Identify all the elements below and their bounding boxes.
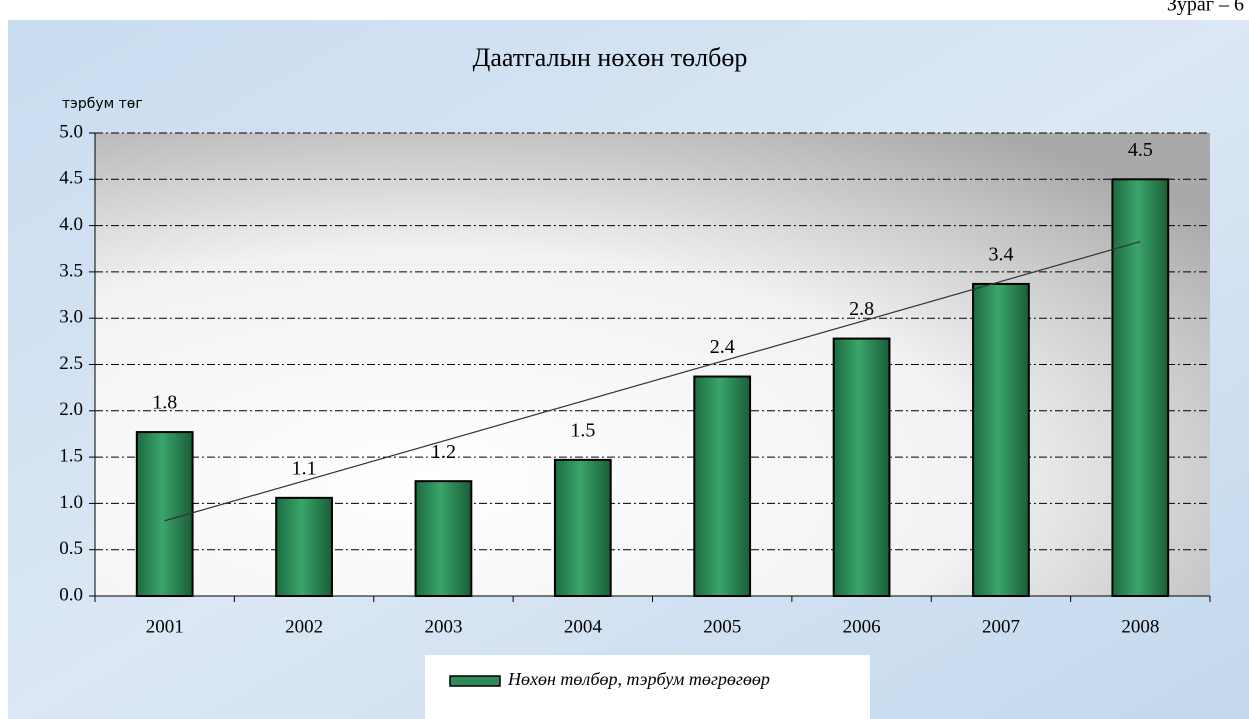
bar	[972, 282, 1030, 597]
y-tick-label: 3.5	[59, 260, 83, 281]
y-tick-label: 2.5	[59, 353, 83, 374]
chart-title: Даатгалын нөхөн төлбөр	[473, 43, 748, 72]
y-tick-label: 4.0	[59, 214, 83, 235]
x-tick-label: 2007	[982, 616, 1020, 637]
x-tick-label: 2003	[424, 616, 462, 637]
data-label: 2.8	[849, 298, 874, 320]
y-axis-label: тэрбум төг	[62, 96, 143, 112]
x-tick-label: 2001	[146, 616, 184, 637]
data-label: 1.8	[152, 392, 177, 414]
bar	[1111, 178, 1170, 598]
bar	[832, 337, 891, 597]
y-tick-label: 3.0	[59, 307, 83, 328]
data-label: 1.2	[431, 441, 456, 463]
bar	[693, 375, 752, 597]
x-tick-label: 2004	[564, 616, 603, 637]
trend-line	[164, 240, 1141, 522]
y-tick-label: 0.5	[59, 538, 83, 559]
x-tick-label: 2002	[285, 616, 323, 637]
data-label: 1.1	[292, 457, 317, 479]
legend-label: Нөхөн төлбөр, тэрбум төгрөгөөр	[507, 669, 770, 689]
x-tick-label: 2008	[1121, 616, 1159, 637]
y-tick-label: 1.5	[59, 445, 83, 466]
bar	[553, 458, 612, 597]
data-label: 2.4	[710, 336, 735, 358]
y-tick-label: 2.0	[59, 399, 83, 420]
y-tick-label: 5.0	[59, 121, 83, 142]
x-tick-label: 2006	[843, 616, 881, 637]
data-label: 3.4	[988, 244, 1013, 266]
legend	[425, 655, 870, 719]
bar	[275, 496, 333, 597]
y-tick-label: 4.5	[59, 168, 83, 189]
y-tick-label: 0.0	[59, 584, 83, 605]
data-label: 4.5	[1128, 139, 1153, 161]
figure-number: Зураг – 6	[1167, 0, 1244, 16]
data-label: 1.5	[570, 419, 595, 441]
bar	[135, 431, 194, 597]
bar	[414, 480, 473, 597]
legend-swatch	[449, 675, 501, 687]
x-tick-label: 2005	[703, 616, 741, 637]
y-tick-label: 1.0	[59, 492, 83, 513]
